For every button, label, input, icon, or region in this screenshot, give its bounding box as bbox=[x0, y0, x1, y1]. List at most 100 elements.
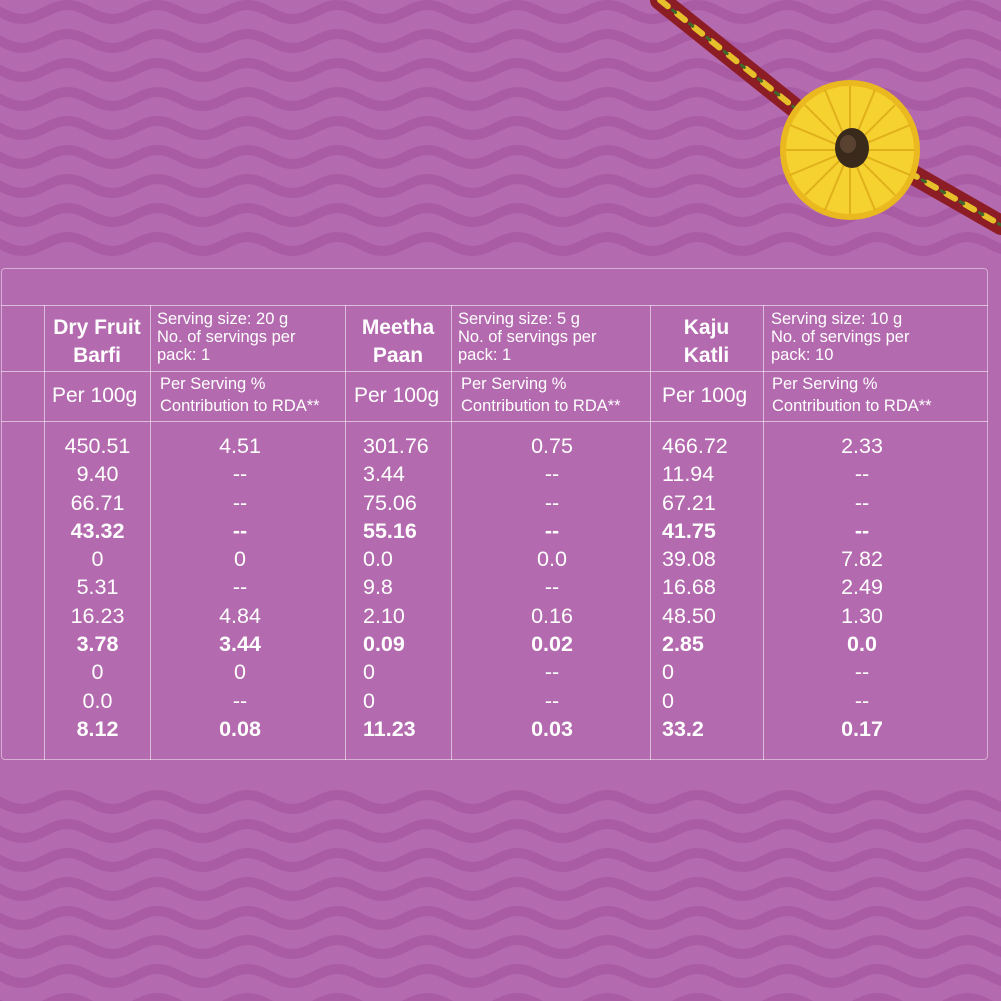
rda-header-line: Per Serving % bbox=[160, 375, 266, 393]
product-name-line: Kaju bbox=[683, 316, 730, 339]
rda-value: -- bbox=[232, 490, 248, 515]
per-100g-value: 11.94 bbox=[662, 462, 715, 487]
per-100g-value: 33.2 bbox=[662, 716, 704, 741]
rda-value: 0.0 bbox=[537, 547, 567, 572]
per-100g-values-column: 466.72 11.94 67.21 41.75 39.08 16.68 48.50 2.85… bbox=[662, 432, 757, 743]
rda-value: -- bbox=[544, 462, 560, 487]
rda-values-column: 4.51 -- -- -- 0 -- 4.84 3.44 0 -- 0.08 bbox=[175, 432, 305, 743]
product-name-line: Paan bbox=[372, 344, 424, 367]
column-divider bbox=[763, 305, 764, 760]
rda-value: -- bbox=[544, 575, 560, 600]
rda-value: -- bbox=[232, 688, 248, 713]
rda-value: -- bbox=[544, 688, 560, 713]
rda-value: -- bbox=[854, 462, 870, 487]
per-100g-value: 450.51 bbox=[64, 434, 131, 458]
per-100g-values-column: 450.51 9.40 66.71 43.32 0 5.31 16.23 3.78 0 0.0 8.… bbox=[50, 432, 145, 743]
servings-per-pack-value: pack: 1 bbox=[458, 346, 512, 364]
servings-per-pack-label: No. of servings per bbox=[458, 328, 597, 346]
rda-value: -- bbox=[854, 688, 870, 713]
serving-info: Serving size: 10 g No. of servings per p… bbox=[771, 310, 971, 364]
wave-stripe bbox=[0, 29, 1001, 53]
rda-value: 4.51 bbox=[219, 434, 261, 458]
per-100g-value: 466.72 bbox=[662, 434, 728, 458]
rda-header: Per Serving % Contribution to RDA** bbox=[461, 373, 621, 417]
per-100g-value: 9.40 bbox=[76, 462, 119, 487]
per-100g-value: 16.68 bbox=[662, 575, 716, 600]
serving-size: Serving size: 20 g bbox=[157, 310, 289, 328]
rda-value: 0.75 bbox=[531, 434, 573, 458]
column-divider bbox=[44, 305, 45, 760]
rda-value: 7.82 bbox=[841, 547, 883, 572]
row-divider bbox=[1, 305, 988, 306]
per-100g-value: 0.0 bbox=[82, 688, 113, 713]
per-100g-value: 0 bbox=[91, 660, 104, 685]
rda-value: -- bbox=[232, 575, 248, 600]
rda-value: 0.0 bbox=[847, 632, 877, 657]
per-100g-values-column: 301.76 3.44 75.06 55.16 0.0 9.8 2.10 0.09 0 0 11.2… bbox=[363, 432, 448, 743]
rda-value: -- bbox=[232, 462, 248, 487]
per-100g-value: 2.10 bbox=[363, 603, 405, 628]
product-name-line: Katli bbox=[683, 344, 730, 367]
wave-stripe bbox=[0, 993, 994, 1001]
row-divider bbox=[1, 421, 988, 422]
rakhi-pompom-icon bbox=[650, 0, 1001, 235]
product-name-line: Dry Fruit bbox=[53, 316, 141, 339]
per-100g-value: 11.23 bbox=[363, 716, 416, 741]
rda-header-line: Contribution to RDA** bbox=[461, 397, 621, 415]
rda-value: 0.03 bbox=[531, 716, 573, 741]
serving-size: Serving size: 5 g bbox=[458, 310, 580, 328]
per-100g-header: Per 100g bbox=[52, 384, 138, 407]
rda-value: 3.44 bbox=[219, 632, 261, 657]
wave-pattern-bottom bbox=[0, 790, 1001, 1001]
per-100g-value: 8.12 bbox=[76, 716, 119, 741]
per-100g-value: 0.09 bbox=[363, 632, 405, 657]
product-name: Meetha Paan bbox=[345, 314, 451, 370]
rda-value: 2.33 bbox=[841, 434, 883, 458]
per-100g-value: 2.85 bbox=[662, 632, 704, 657]
rda-value: -- bbox=[232, 518, 248, 543]
rda-value: -- bbox=[854, 518, 870, 543]
wave-stripe bbox=[0, 790, 1001, 814]
rda-value: 2.49 bbox=[841, 575, 883, 600]
rda-value: 0.08 bbox=[219, 716, 261, 741]
column-divider bbox=[451, 305, 452, 760]
wave-stripe bbox=[0, 232, 1001, 256]
serving-info: Serving size: 5 g No. of servings per pa… bbox=[458, 310, 648, 364]
rda-header: Per Serving % Contribution to RDA** bbox=[772, 373, 932, 417]
column-divider bbox=[150, 305, 151, 760]
rda-value: 0.16 bbox=[531, 603, 573, 628]
wave-stripe bbox=[0, 58, 1001, 82]
nutrition-table bbox=[1, 268, 988, 760]
rda-value: -- bbox=[854, 660, 870, 685]
rda-value: -- bbox=[544, 660, 560, 685]
servings-per-pack-label: No. of servings per bbox=[771, 328, 910, 346]
wave-stripe bbox=[0, 906, 1001, 930]
wave-stripe bbox=[0, 935, 1001, 959]
per-100g-value: 43.32 bbox=[70, 518, 125, 543]
row-divider bbox=[1, 371, 988, 372]
rda-values-column: 0.75 -- -- -- 0.0 -- 0.16 0.02 -- -- 0.03 bbox=[487, 432, 617, 743]
rda-value: -- bbox=[544, 518, 560, 543]
per-100g-value: 0 bbox=[363, 688, 375, 713]
rda-header-line: Contribution to RDA** bbox=[160, 397, 320, 415]
per-100g-value: 5.31 bbox=[76, 575, 119, 600]
rda-value: 0.02 bbox=[531, 632, 573, 657]
rda-header-line: Contribution to RDA** bbox=[772, 397, 932, 415]
serving-info: Serving size: 20 g No. of servings per p… bbox=[157, 310, 347, 364]
per-100g-value: 75.06 bbox=[363, 490, 417, 515]
servings-per-pack-value: pack: 1 bbox=[157, 346, 211, 364]
serving-size: Serving size: 10 g bbox=[771, 310, 903, 328]
rda-value: 1.30 bbox=[841, 603, 883, 628]
wave-stripe bbox=[0, 819, 1001, 843]
per-100g-value: 3.44 bbox=[363, 462, 405, 487]
per-100g-value: 39.08 bbox=[662, 547, 716, 572]
per-100g-value: 0 bbox=[363, 660, 375, 685]
product-name-line: Meetha bbox=[361, 316, 435, 339]
per-100g-value: 0 bbox=[91, 547, 104, 572]
per-100g-header: Per 100g bbox=[354, 384, 440, 407]
rda-header: Per Serving % Contribution to RDA** bbox=[160, 373, 320, 417]
product-name-line: Barfi bbox=[73, 344, 121, 367]
per-100g-value: 48.50 bbox=[662, 603, 716, 628]
per-100g-value: 301.76 bbox=[363, 434, 429, 458]
per-100g-value: 0.0 bbox=[363, 547, 393, 572]
